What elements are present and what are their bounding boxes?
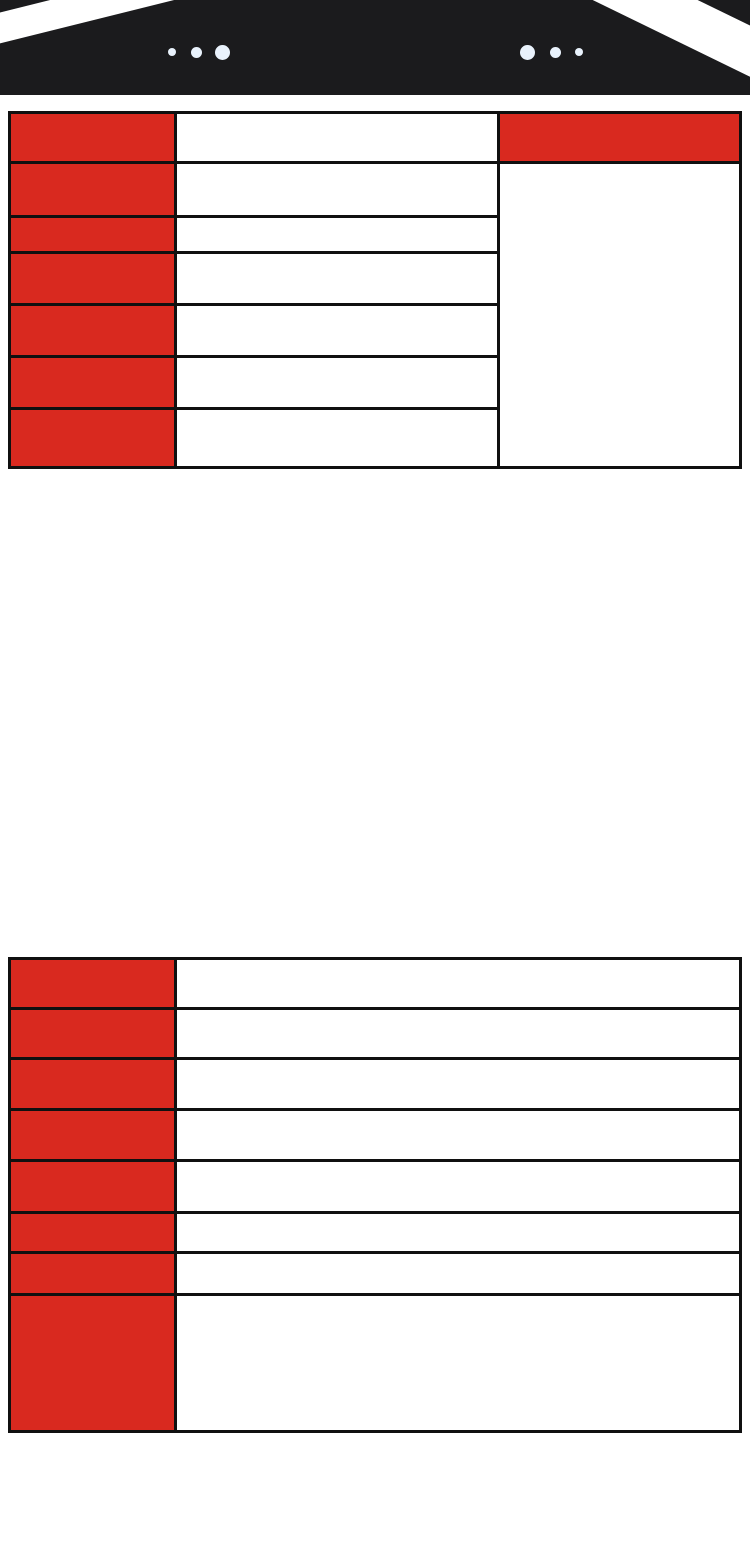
decorative-dot [191,47,202,58]
spec-row-label [11,1060,174,1108]
spec-row-value [177,358,497,407]
spec-row-value [177,1296,739,1430]
spec-row-value [177,1060,739,1108]
spec-row-label [11,164,174,215]
spec-row-value [177,1111,739,1159]
spec-row-label [11,410,174,466]
spec-row-value [177,1254,739,1293]
spec-row-label [11,1214,174,1251]
label-image-cell [500,164,739,466]
spec-row-label [11,1162,174,1211]
spec-table-2 [8,957,742,1433]
trip-curve-chart [0,479,750,943]
spec-row-label [11,960,174,1007]
spec-row-label [11,1010,174,1057]
spec-row-value [177,960,739,1007]
spec-row-value [177,254,497,303]
spec-row-value [177,218,497,251]
label-column-header [500,114,739,161]
spec-row-value [177,410,497,466]
decorative-dot [550,47,561,58]
spec-row-value [177,1214,739,1251]
spec-row-value [177,1162,739,1211]
spec-row-value [177,1010,739,1057]
spec-row-label [11,218,174,251]
spec-table [8,111,742,469]
header-banner [0,0,750,95]
trip-curve-plot [0,479,750,943]
spec-row-label [11,358,174,407]
decorative-dot [520,45,535,60]
spec-row-label [11,114,174,161]
decorative-dot [168,48,176,56]
spec-row-value [177,114,497,161]
spec-row-label [11,1296,174,1430]
decorative-stripe-right [535,0,750,95]
spec-row-label [11,1254,174,1293]
decorative-dot [575,48,583,56]
spec-row-label [11,306,174,355]
spec-row-value [177,164,497,215]
spec-row-label [11,254,174,303]
spec-row-label [11,1111,174,1159]
spec-row-value [177,306,497,355]
decorative-dot [215,45,230,60]
decorative-stripe-left [0,0,190,60]
